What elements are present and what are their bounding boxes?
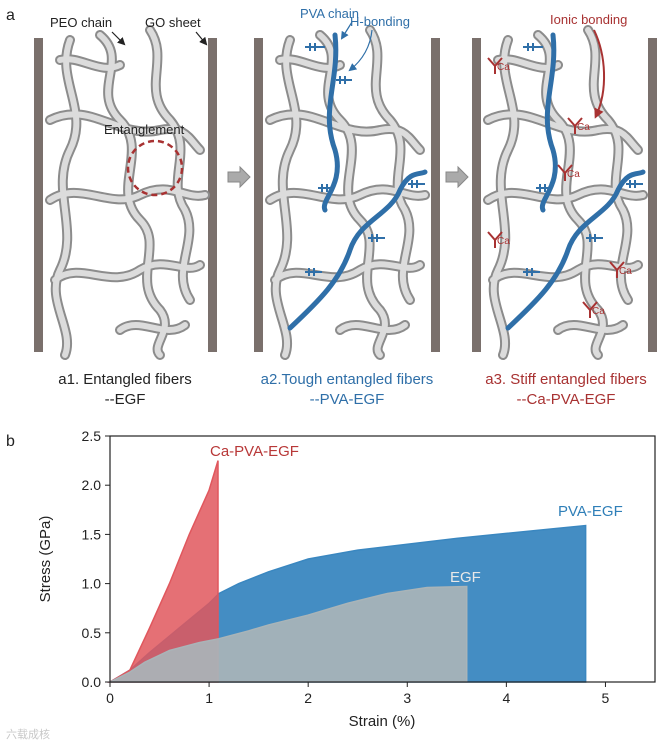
caption-a1-line2: --EGF	[105, 391, 146, 408]
entanglement-label: Entanglement	[104, 122, 185, 137]
caption-a3-line2: --Ca-PVA-EGF	[517, 391, 616, 408]
x-tick-label: 2	[304, 690, 312, 706]
diagram-a2-pva: PVA chain H-bonding a2.Tough entangled f…	[254, 6, 440, 408]
series-label-egf: EGF	[450, 569, 481, 586]
go-sheet-label: GO sheet	[145, 15, 201, 30]
y-tick-label: 0.5	[82, 625, 102, 641]
pva-chains	[287, 32, 428, 331]
go-sheet-right	[648, 38, 657, 352]
peo-chain-arrow	[111, 31, 126, 46]
peo-chains	[483, 25, 648, 360]
go-sheet-left	[34, 38, 43, 352]
go-sheet-right	[208, 38, 217, 352]
series-labels: PVA-EGF Ca-PVA-EGF EGF	[210, 443, 623, 586]
x-tick-label: 5	[602, 690, 610, 706]
go-sheet-left	[254, 38, 263, 352]
panel-b-label: b	[6, 433, 15, 450]
go-sheet-left	[472, 38, 481, 352]
y-tick-label: 0.0	[82, 674, 102, 690]
go-sheet-arrow	[195, 31, 208, 46]
plot-frame	[109, 435, 656, 683]
caption-a2-line2: --PVA-EGF	[310, 391, 385, 408]
ionic-bonding-arrow	[593, 29, 605, 119]
ca-ionic-bonds	[487, 57, 625, 318]
panel-a-label: a	[6, 7, 15, 24]
peo-chain-label: PEO chain	[50, 15, 112, 30]
go-sheet-right	[431, 38, 440, 352]
chart-areas	[107, 460, 587, 683]
h-bond-marks	[305, 43, 425, 276]
h-bonding-arrow	[348, 29, 373, 72]
x-tick-label: 3	[403, 690, 411, 706]
ca-ion-label: Ca	[592, 306, 605, 317]
peo-chains	[45, 25, 210, 360]
pva-chain-label: PVA chain	[300, 6, 359, 21]
pva-chain-arrow	[340, 21, 353, 40]
h-bonding-label: H-bonding	[350, 14, 410, 29]
x-tick-label: 0	[106, 690, 114, 706]
ca-ion-label: Ca	[497, 236, 510, 247]
peo-chains	[265, 25, 430, 360]
ca-ion-label: Ca	[577, 122, 590, 133]
y-tick-label: 1.5	[82, 526, 102, 542]
panel-b: b PVA-EGF Ca-PVA-EGF EGF 0 1 2 3 4 5 0.0 0.5 1.0 1…	[6, 428, 656, 741]
arrow-a1-to-a2	[227, 165, 251, 189]
diagram-a3-ca-pva: Ca Ca Ca Ca Ca Ca Ionic bonding a3. Stif…	[472, 12, 657, 408]
caption-a3-line1: a3. Stiff entangled fibers	[485, 371, 647, 388]
x-tick-label: 1	[205, 690, 213, 706]
ionic-bonding-label: Ionic bonding	[550, 12, 627, 27]
ca-ion-label: Ca	[619, 266, 632, 277]
y-axis-ticks: 0.0 0.5 1.0 1.5 2.0 2.5	[82, 428, 110, 690]
series-label-ca-pva-egf: Ca-PVA-EGF	[210, 443, 299, 460]
caption-a2-line1: a2.Tough entangled fibers	[261, 371, 434, 388]
caption-a1-line1: a1. Entangled fibers	[58, 371, 191, 388]
y-axis-label: Stress (GPa)	[37, 516, 54, 603]
series-area-ca-pva-egf	[107, 460, 219, 683]
arrow-a2-to-a3	[445, 165, 469, 189]
entanglement-circle	[126, 139, 184, 197]
watermark: 六载成核	[6, 727, 50, 741]
panel-a: a	[6, 6, 657, 408]
x-tick-label: 4	[502, 690, 510, 706]
series-area-egf	[109, 585, 468, 683]
series-label-pva-egf: PVA-EGF	[558, 503, 623, 520]
y-tick-label: 2.0	[82, 477, 102, 493]
pva-chains	[505, 32, 646, 331]
diagram-a1-entangled: PEO chain GO sheet Entanglement a1. Enta…	[34, 15, 217, 408]
ca-ion-label: Ca	[567, 169, 580, 180]
ca-ion-labels: Ca Ca Ca Ca Ca Ca	[497, 62, 632, 317]
x-axis-ticks: 0 1 2 3 4 5	[106, 682, 610, 706]
y-tick-label: 1.0	[82, 576, 102, 592]
h-bond-marks	[523, 43, 643, 276]
ca-ion-label: Ca	[497, 62, 510, 73]
x-axis-label: Strain (%)	[349, 713, 416, 730]
y-tick-label: 2.5	[82, 428, 102, 444]
